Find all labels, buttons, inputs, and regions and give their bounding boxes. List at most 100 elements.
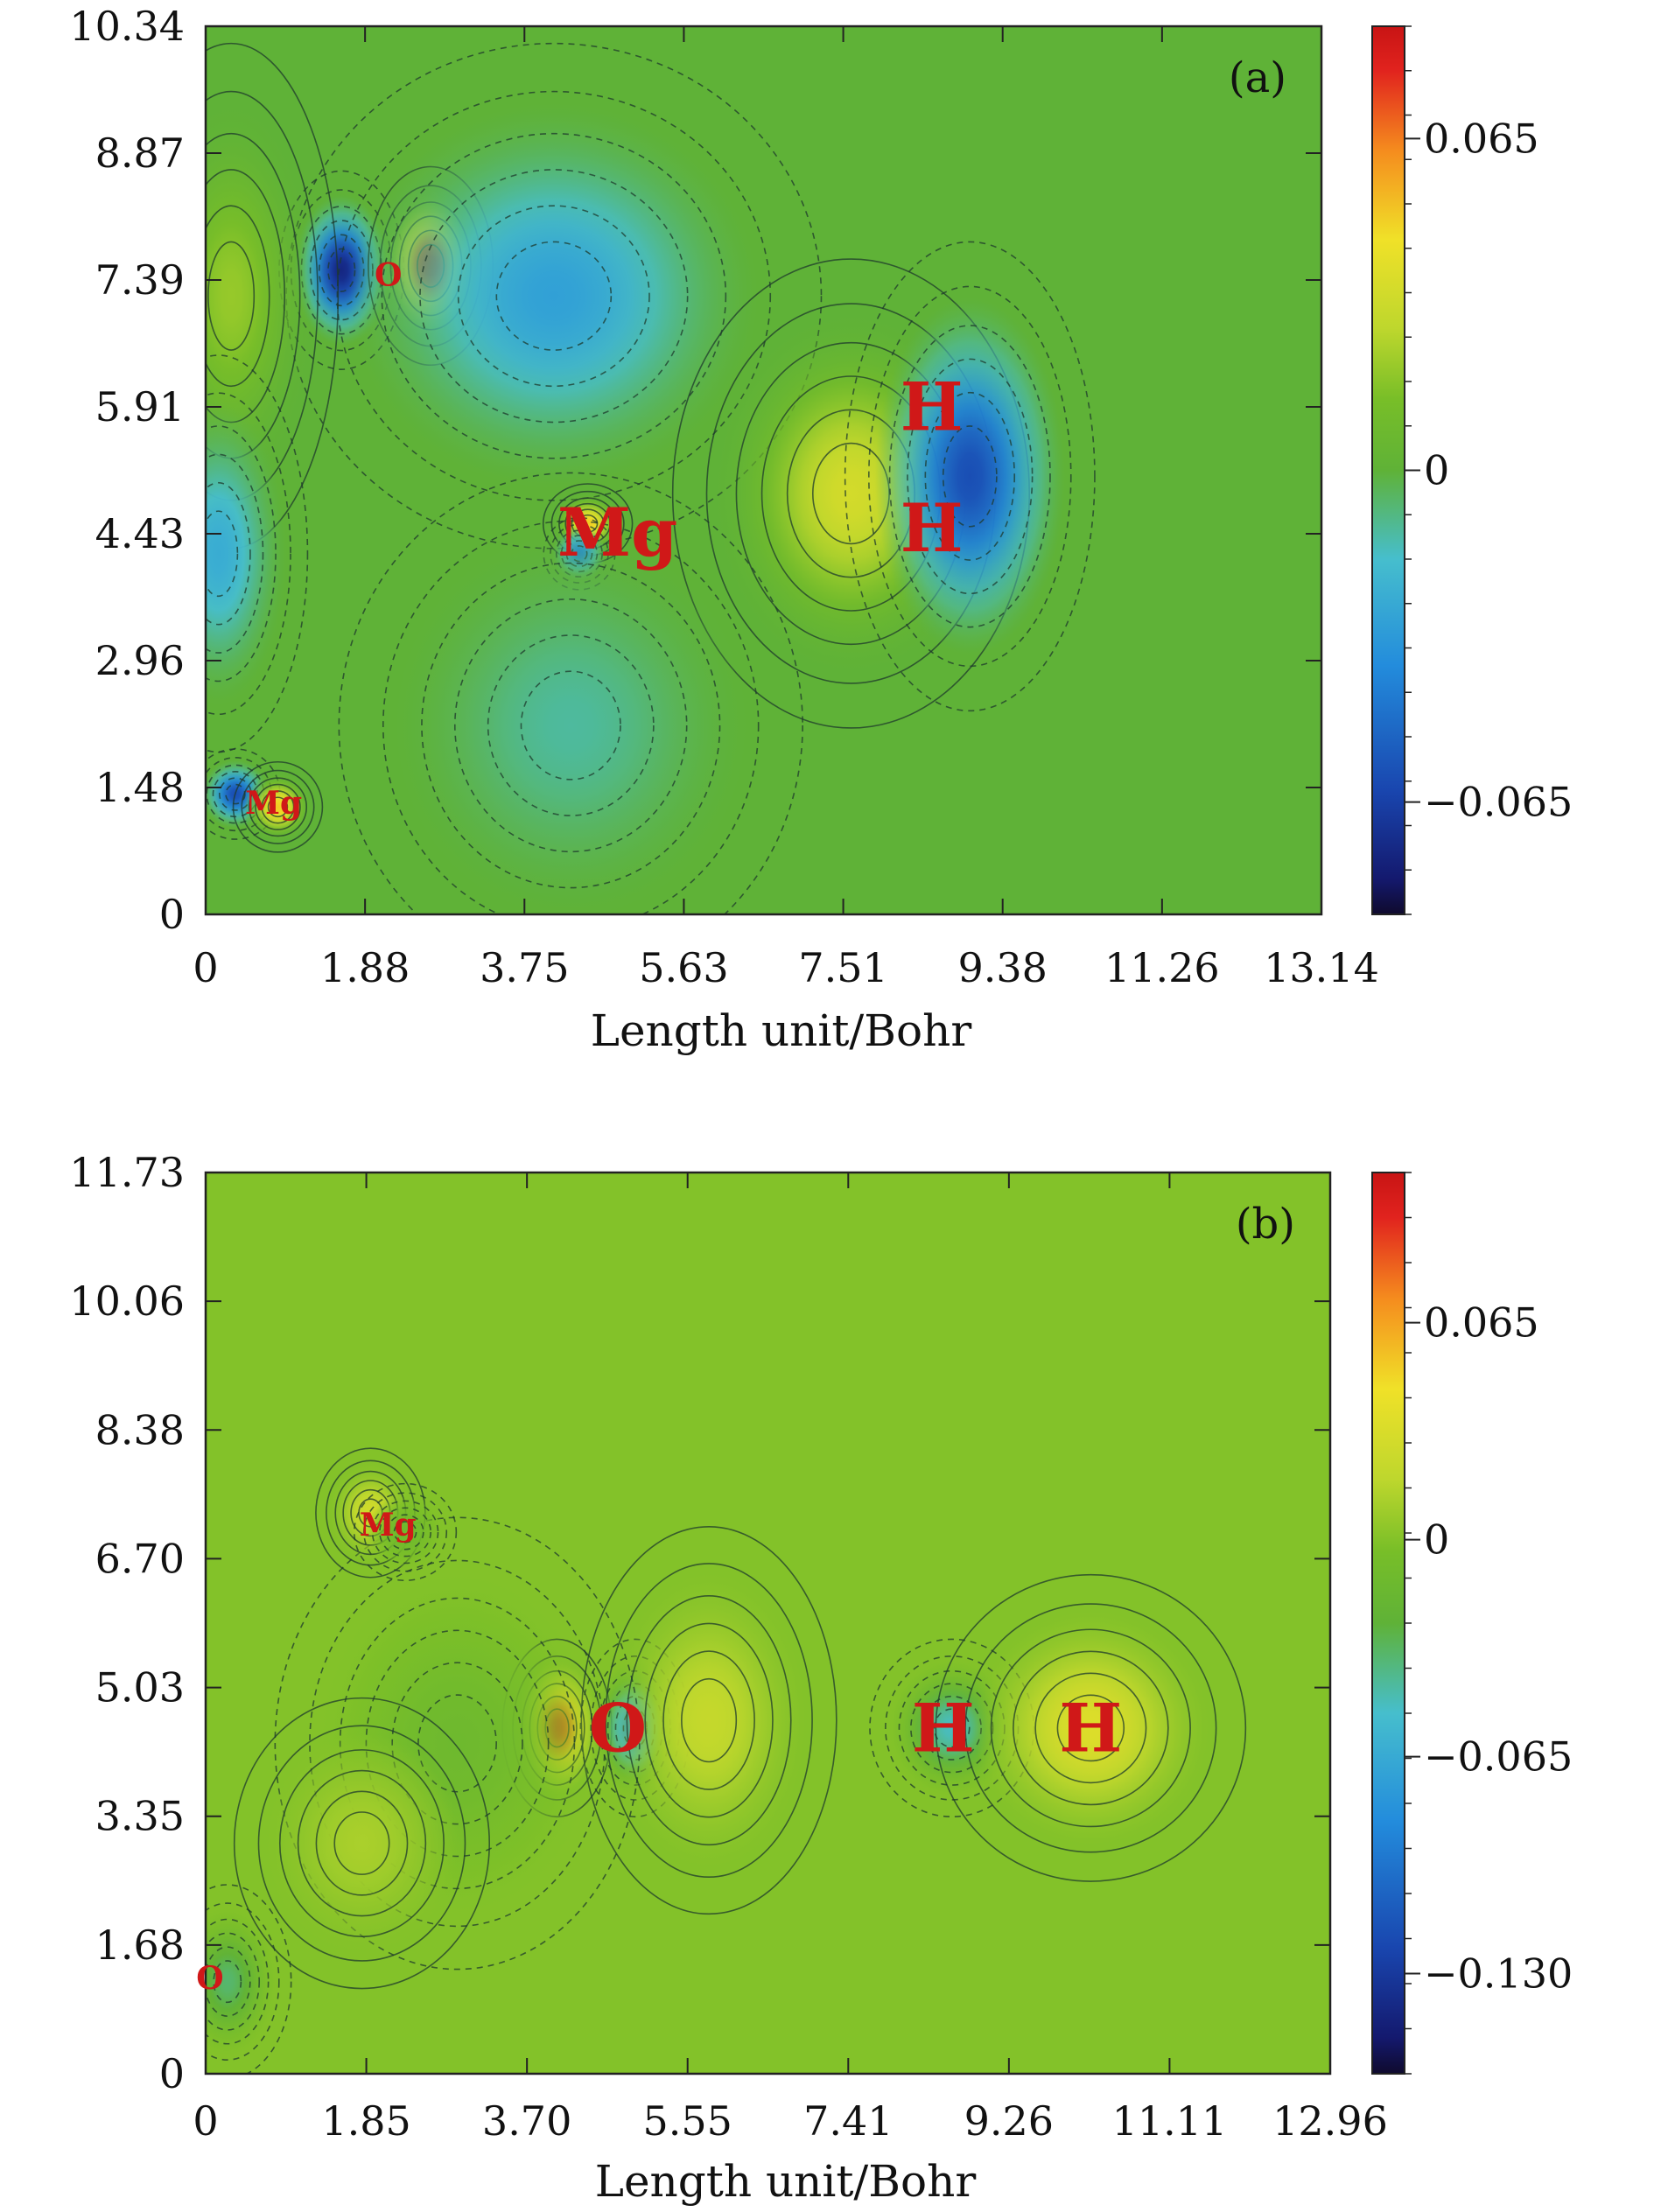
y-tick-label: 4.43 — [95, 510, 185, 557]
contour-line — [990, 1628, 1191, 1828]
contour-line — [255, 783, 301, 830]
x-tick-label: 5.63 — [639, 944, 728, 991]
contour-line — [393, 1521, 417, 1544]
atom-label: O — [196, 1960, 223, 1997]
contour-line — [520, 670, 621, 780]
contour-line — [888, 325, 1051, 628]
density-lobe — [349, 103, 758, 489]
contour-line — [261, 790, 295, 824]
contour-line — [232, 760, 324, 853]
contour-line — [419, 169, 689, 424]
x-tick-label: 12.96 — [1272, 2097, 1388, 2145]
contour-line — [371, 1500, 439, 1564]
contour-line — [421, 562, 721, 889]
atom-label: H — [901, 368, 964, 445]
atom-label: Mg — [557, 494, 677, 571]
density-lobe — [394, 533, 748, 914]
contour-line — [495, 241, 613, 351]
y-tick-label: 10.34 — [69, 3, 185, 50]
colorbar-tick-label: −0.130 — [1424, 1950, 1573, 1998]
contour-line — [213, 1960, 242, 2004]
contour-line — [206, 1932, 261, 2031]
contour-line — [379, 1507, 431, 1558]
contour-line — [417, 1694, 497, 1793]
contour-line — [353, 1482, 458, 1582]
contour-line — [309, 1559, 606, 1928]
contour-line — [267, 796, 289, 818]
colorbar-tick-label: −0.065 — [1424, 779, 1573, 826]
contour-line — [933, 1708, 971, 1748]
contour-line — [233, 1697, 491, 1990]
contour-line — [935, 1573, 1247, 1882]
y-tick-label: 1.68 — [95, 1922, 185, 1969]
y-tick-label: 3.35 — [95, 1793, 185, 1840]
contour-line — [605, 1563, 813, 1879]
density-lobe — [206, 1908, 277, 2055]
contour-line — [206, 205, 270, 388]
x-axis-label: Length unit/Bohr — [591, 1005, 972, 1056]
y-tick-label: 0 — [159, 2050, 185, 2097]
contour-line — [241, 769, 315, 844]
contour-line — [381, 132, 727, 459]
contour-line — [333, 1811, 390, 1875]
colorbar-tick-label: 0.065 — [1424, 115, 1539, 162]
x-tick-label: 3.75 — [480, 944, 569, 991]
contour-line — [207, 241, 256, 351]
x-tick-label: 1.88 — [320, 944, 410, 991]
contour-line — [206, 354, 309, 753]
y-tick-label: 6.70 — [95, 1535, 185, 1582]
plot-frame — [204, 24, 1323, 916]
contour-line — [457, 205, 650, 388]
density-field — [206, 42, 1096, 914]
colorbar-tick-label: 0 — [1424, 447, 1449, 494]
contour-line — [1013, 1650, 1169, 1806]
contour-line — [382, 520, 760, 914]
panel-label: (a) — [1229, 53, 1286, 102]
contour-line — [681, 1677, 738, 1763]
contour-line — [453, 598, 688, 853]
density-lobe — [972, 1611, 1209, 1845]
y-tick-label: 5.91 — [95, 383, 185, 430]
contour-line — [363, 1492, 448, 1572]
contour-line — [924, 391, 1016, 561]
atom-label: O — [375, 256, 402, 293]
x-tick-label: 11.11 — [1112, 2097, 1228, 2145]
x-tick-label: 13.14 — [1264, 944, 1379, 991]
density-lobe — [874, 298, 1065, 655]
contour-line — [336, 90, 772, 501]
x-tick-label: 1.85 — [321, 2097, 410, 2145]
contour-line — [964, 1603, 1217, 1853]
contour-line — [942, 425, 998, 528]
colorbar-tick-label: 0.065 — [1424, 1299, 1539, 1347]
contour-line — [907, 358, 1034, 595]
y-tick-label: 7.39 — [95, 256, 185, 304]
y-tick-label: 1.48 — [95, 764, 185, 811]
colorbar — [1371, 1172, 1405, 2075]
plot-frame — [204, 1171, 1332, 2076]
density-lobe — [206, 402, 287, 705]
contour-line — [274, 1516, 641, 1970]
x-tick-label: 7.51 — [798, 944, 887, 991]
contour-line — [225, 783, 246, 805]
chart-panel-a: 0 1.88 3.75 5.63 7.51 9.38 11.26 13.14 0 1.48 2.96… — [69, 3, 1573, 1056]
density-lobe — [366, 1494, 445, 1570]
contour-line — [315, 1790, 409, 1896]
atom-label: H — [901, 489, 964, 567]
y-tick-label: 8.38 — [95, 1406, 185, 1453]
contour-line — [206, 392, 291, 716]
contour-line — [206, 1918, 270, 2045]
contour-line — [257, 1725, 466, 1962]
y-tick-label: 5.03 — [95, 1664, 185, 1712]
x-tick-label: 5.55 — [643, 2097, 732, 2145]
contour-line — [487, 634, 655, 816]
contour-line — [206, 425, 277, 682]
x-tick-label: 0 — [193, 944, 218, 991]
contour-line — [248, 777, 308, 837]
density-lobe — [264, 1732, 459, 1955]
colorbar-tick-label: 0 — [1424, 1516, 1449, 1564]
y-tick-label: 2.96 — [95, 637, 185, 684]
contour-line — [206, 481, 251, 626]
contour-line — [1034, 1672, 1147, 1784]
colorbar-tick-label: −0.065 — [1424, 1733, 1573, 1781]
